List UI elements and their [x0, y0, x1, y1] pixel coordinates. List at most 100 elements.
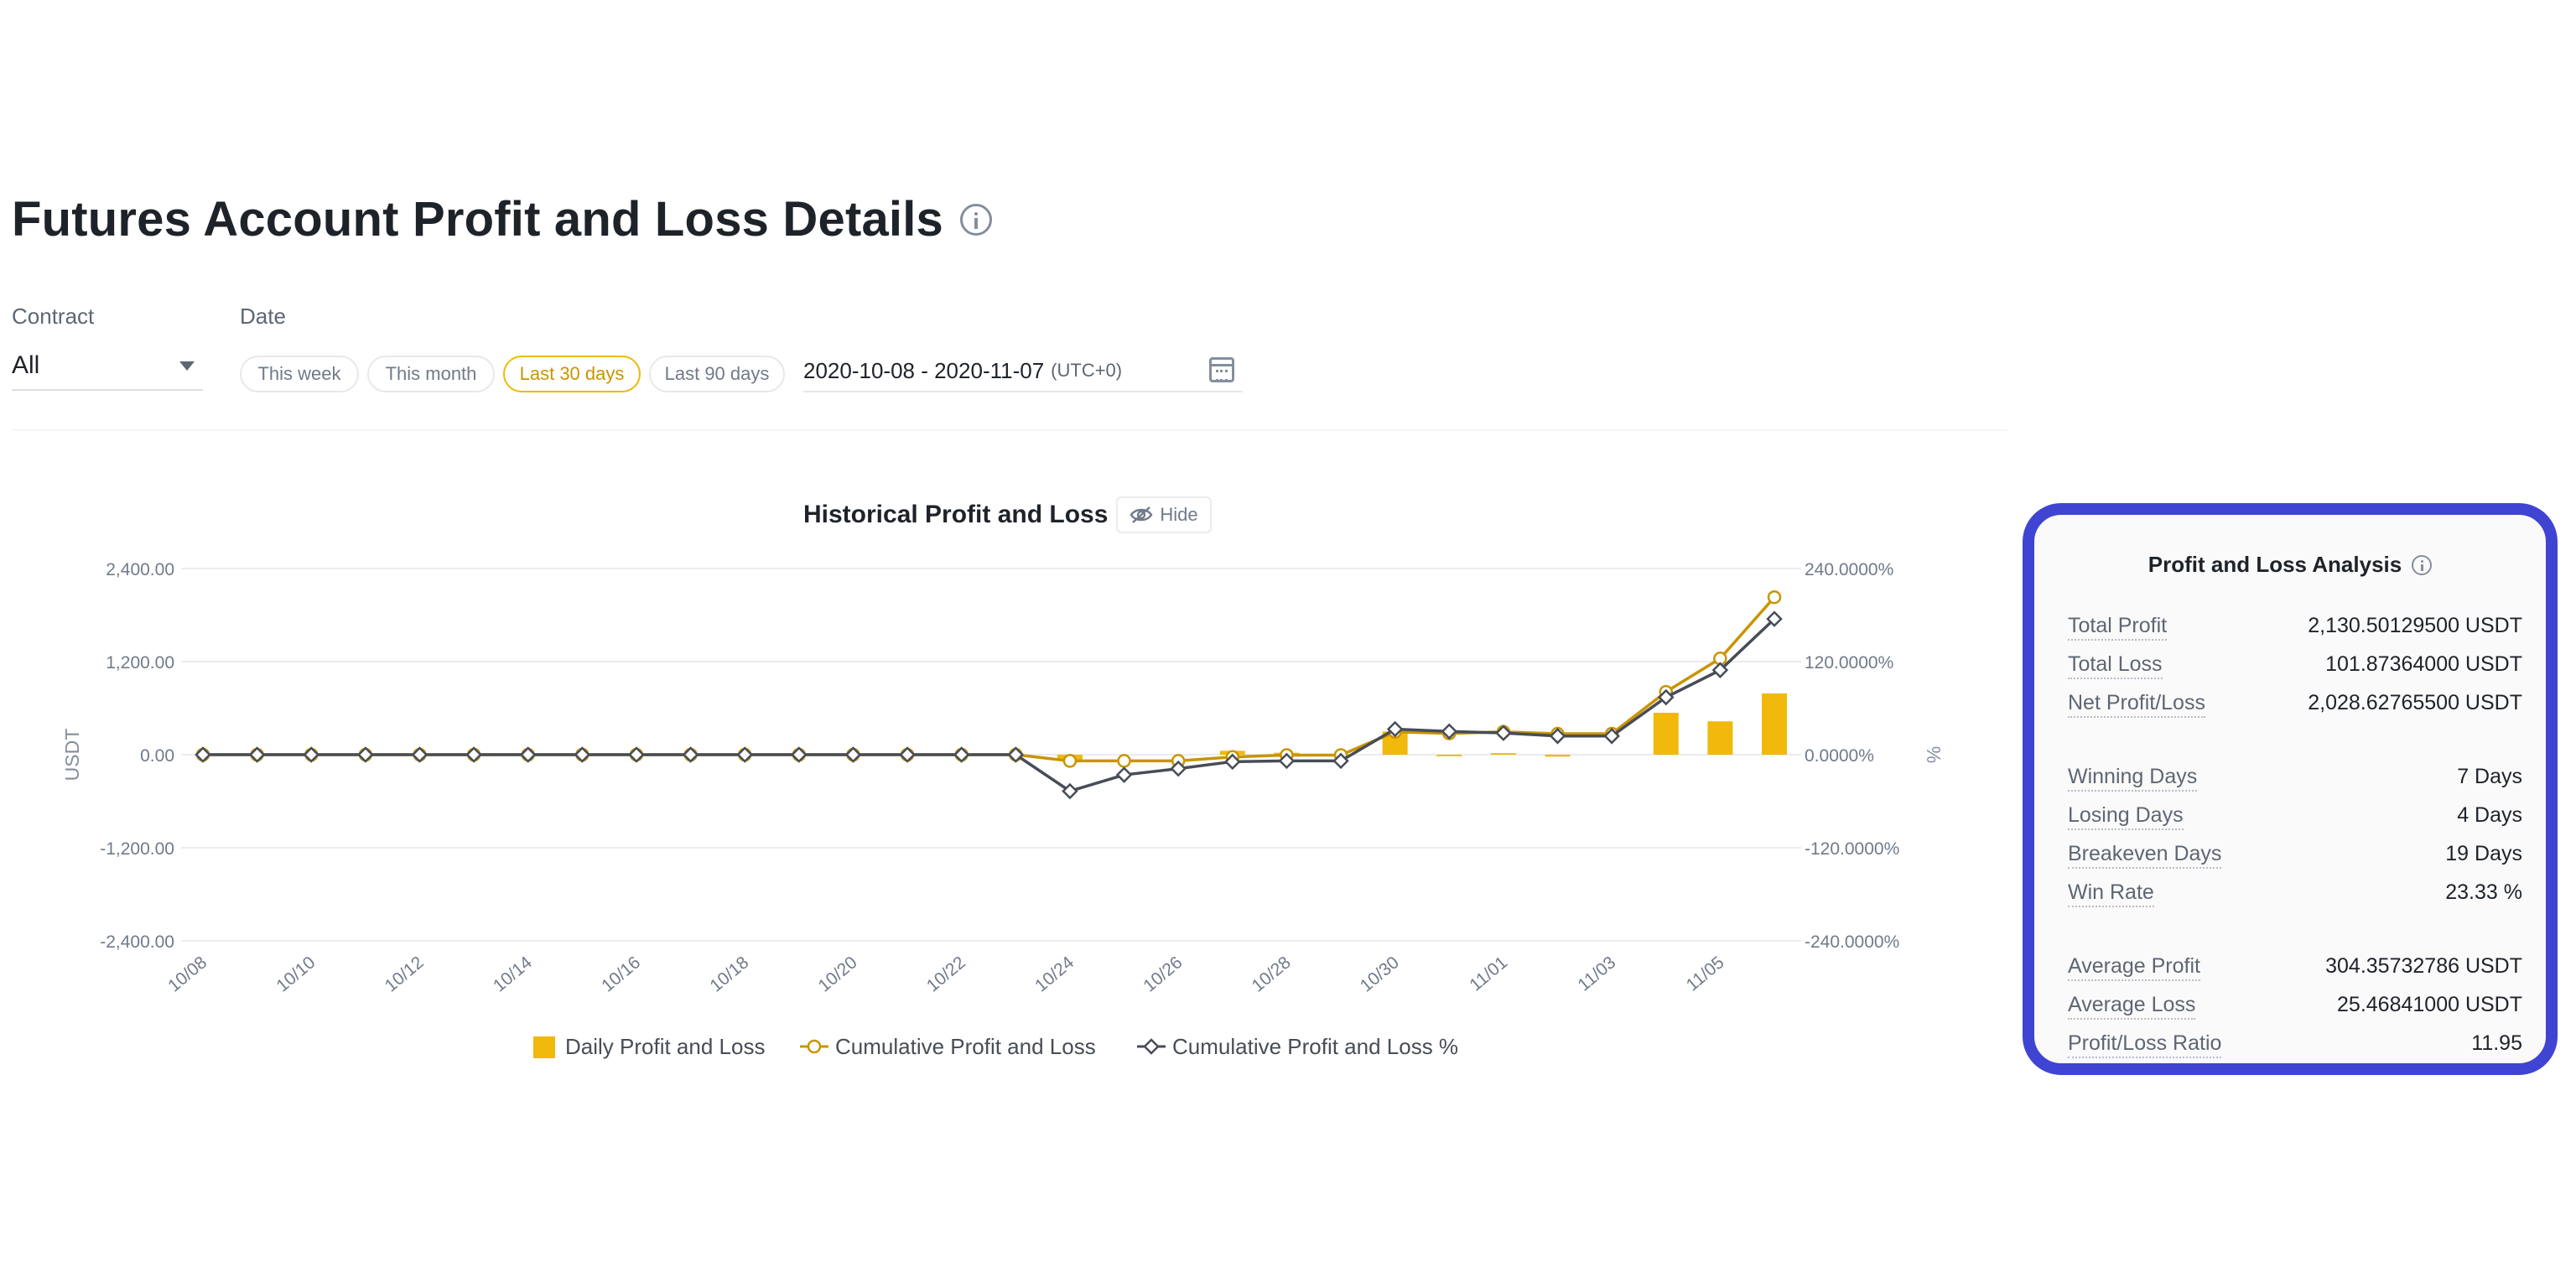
daily-pnl-bar: [1436, 755, 1462, 756]
cumulative-pnl-pct-line: [203, 617, 1776, 793]
daily-pnl-bar: [1762, 693, 1787, 755]
stat-value-total-loss: 101.87364000 USDT: [2325, 652, 2522, 676]
cumulative-pnl-pct-point: [791, 746, 808, 763]
analysis-title: Profit and Loss Analysis: [2148, 552, 2402, 577]
cumulative-pnl-pct-point: [1170, 760, 1187, 777]
stat-value-winning-days: 7 Days: [2457, 765, 2522, 788]
daily-pnl-bar: [1653, 713, 1679, 755]
stat-value-net-profit-loss: 2,028.62765500 USDT: [2308, 691, 2522, 714]
range-this-month-button[interactable]: This month: [367, 356, 495, 392]
cumulative-pnl-pct-point: [1332, 752, 1349, 770]
cumulative-pnl-pct-point: [1007, 746, 1025, 763]
x-tick-label: 10/08: [164, 953, 210, 995]
y2-tick-label: 120.0000%: [1805, 653, 1893, 673]
legend-marker-diamond: [1143, 1038, 1160, 1055]
x-tick-label: 10/20: [815, 953, 861, 995]
y2-tick-label: 240.0000%: [1805, 560, 1893, 579]
stat-row-total-loss: Total Loss 101.87364000 USDT: [2068, 652, 2522, 679]
x-tick-label: 11/05: [1683, 953, 1728, 995]
info-icon[interactable]: [960, 203, 993, 236]
cumulative-pnl-pct-point: [736, 746, 753, 763]
cumulative-pnl-pct-point: [303, 746, 320, 763]
y-axis-title: USDT: [61, 729, 83, 782]
legend-label: Daily Profit and Loss: [565, 1034, 765, 1059]
cumulative-pnl-pct-point: [1495, 724, 1512, 741]
page-title: Futures Account Profit and Loss Details: [12, 191, 993, 247]
cumulative-pnl-pct-point: [465, 746, 482, 763]
x-tick-label: 11/03: [1574, 953, 1619, 995]
chart-title: Historical Profit and Loss: [803, 501, 1109, 528]
stat-row-average-loss: Average Loss 25.46841000 USDT: [2068, 993, 2522, 1020]
y-tick-label: -1,200.00: [100, 839, 174, 859]
stat-label-profit-loss-ratio[interactable]: Profit/Loss Ratio: [2068, 1031, 2222, 1058]
cumulative-pnl-pct-point: [1278, 752, 1296, 770]
legend-label: Cumulative Profit and Loss: [835, 1034, 1096, 1059]
y-tick-label: 2,400.00: [106, 560, 174, 579]
chevron-down-icon: [179, 361, 195, 371]
range-this-week-button[interactable]: This week: [240, 356, 359, 392]
x-tick-label: 10/14: [490, 953, 536, 996]
stat-label-winning-days[interactable]: Winning Days: [2068, 765, 2198, 792]
cumulative-pnl-pct-point: [628, 746, 645, 763]
cumulative-pnl-pct-point: [357, 746, 374, 763]
stat-label-losing-days[interactable]: Losing Days: [2068, 803, 2184, 830]
stat-label-average-profit[interactable]: Average Profit: [2068, 954, 2200, 981]
cumulative-pnl-pct-point: [899, 746, 916, 763]
cumulative-pnl-pct-point: [682, 746, 699, 763]
analysis-panel: Profit and Loss Analysis Total Profit 2,1…: [2023, 503, 2558, 1075]
hide-chart-button[interactable]: Hide: [1116, 496, 1212, 533]
stat-label-breakeven-days[interactable]: Breakeven Days: [2068, 842, 2222, 869]
stat-label-net-profit-loss[interactable]: Net Profit/Loss: [2068, 691, 2205, 718]
y2-axis-title: %: [1923, 746, 1945, 763]
y2-tick-label: -120.0000%: [1805, 839, 1899, 859]
y2-tick-label: 0.0000%: [1805, 746, 1874, 766]
stat-value-win-rate: 23.33 %: [2445, 880, 2522, 904]
chart-header: Historical Profit and Loss Hide: [803, 496, 1212, 533]
y-tick-label: 0.00: [140, 746, 174, 766]
stat-label-total-loss[interactable]: Total Loss: [2068, 652, 2163, 679]
x-tick-label: 10/26: [1140, 953, 1186, 995]
date-range-value: 2020-10-08 - 2020-11-07: [803, 357, 1045, 383]
stat-label-average-loss[interactable]: Average Loss: [2068, 993, 2196, 1020]
daily-pnl-bar: [1707, 721, 1733, 755]
cumulative-pnl-point: [1117, 754, 1131, 768]
x-tick-label: 11/01: [1466, 953, 1511, 995]
date-range-picker[interactable]: 2020-10-08 - 2020-11-07 (UTC+0): [803, 351, 1243, 392]
stat-row-net-profit-loss: Net Profit/Loss 2,028.62765500 USDT: [2068, 691, 2522, 718]
stat-row-winning-days: Winning Days 7 Days: [2068, 765, 2522, 792]
stat-label-win-rate[interactable]: Win Rate: [2068, 880, 2154, 907]
cumulative-pnl-pct-point: [1115, 766, 1133, 783]
y-tick-label: -2,400.00: [100, 932, 174, 952]
cumulative-pnl-pct-point: [411, 746, 428, 763]
x-tick-label: 10/28: [1249, 953, 1295, 995]
range-last-30-days-button[interactable]: Last 30 days: [503, 356, 641, 392]
cumulative-pnl-pct-point: [953, 746, 970, 763]
analysis-header: Profit and Loss Analysis: [2034, 552, 2546, 578]
stat-row-breakeven-days: Breakeven Days 19 Days: [2068, 842, 2522, 869]
x-tick-label: 10/12: [382, 953, 428, 995]
stat-value-profit-loss-ratio: 11.95: [2471, 1031, 2522, 1055]
contract-label: Contract: [12, 304, 95, 329]
stat-label-total-profit[interactable]: Total Profit: [2068, 614, 2168, 641]
calendar-icon[interactable]: [1209, 357, 1234, 382]
cumulative-pnl-pct-point: [1386, 720, 1404, 738]
daily-pnl-bar: [1545, 755, 1571, 757]
cumulative-pnl-pct-point: [1657, 688, 1675, 706]
legend-marker-circle: [807, 1039, 822, 1054]
stat-value-breakeven-days: 19 Days: [2445, 842, 2522, 865]
cumulative-pnl-pct-point: [1441, 723, 1458, 740]
x-tick-label: 10/10: [273, 953, 319, 995]
stat-row-losing-days: Losing Days 4 Days: [2068, 803, 2522, 830]
cumulative-pnl-pct-point: [844, 746, 862, 763]
info-icon[interactable]: [2412, 554, 2433, 575]
date-label: Date: [240, 304, 286, 329]
timezone-label: (UTC+0): [1051, 360, 1123, 381]
x-tick-label: 10/18: [706, 953, 752, 995]
y2-tick-label: -240.0000%: [1805, 932, 1899, 952]
chart-card: [12, 429, 2007, 1100]
contract-select[interactable]: All: [12, 342, 203, 391]
hide-chart-label: Hide: [1160, 504, 1198, 525]
range-last-90-days-button[interactable]: Last 90 days: [649, 356, 785, 392]
stat-value-average-profit: 304.35732786 USDT: [2325, 954, 2522, 978]
y-tick-label: 1,200.00: [106, 653, 174, 673]
